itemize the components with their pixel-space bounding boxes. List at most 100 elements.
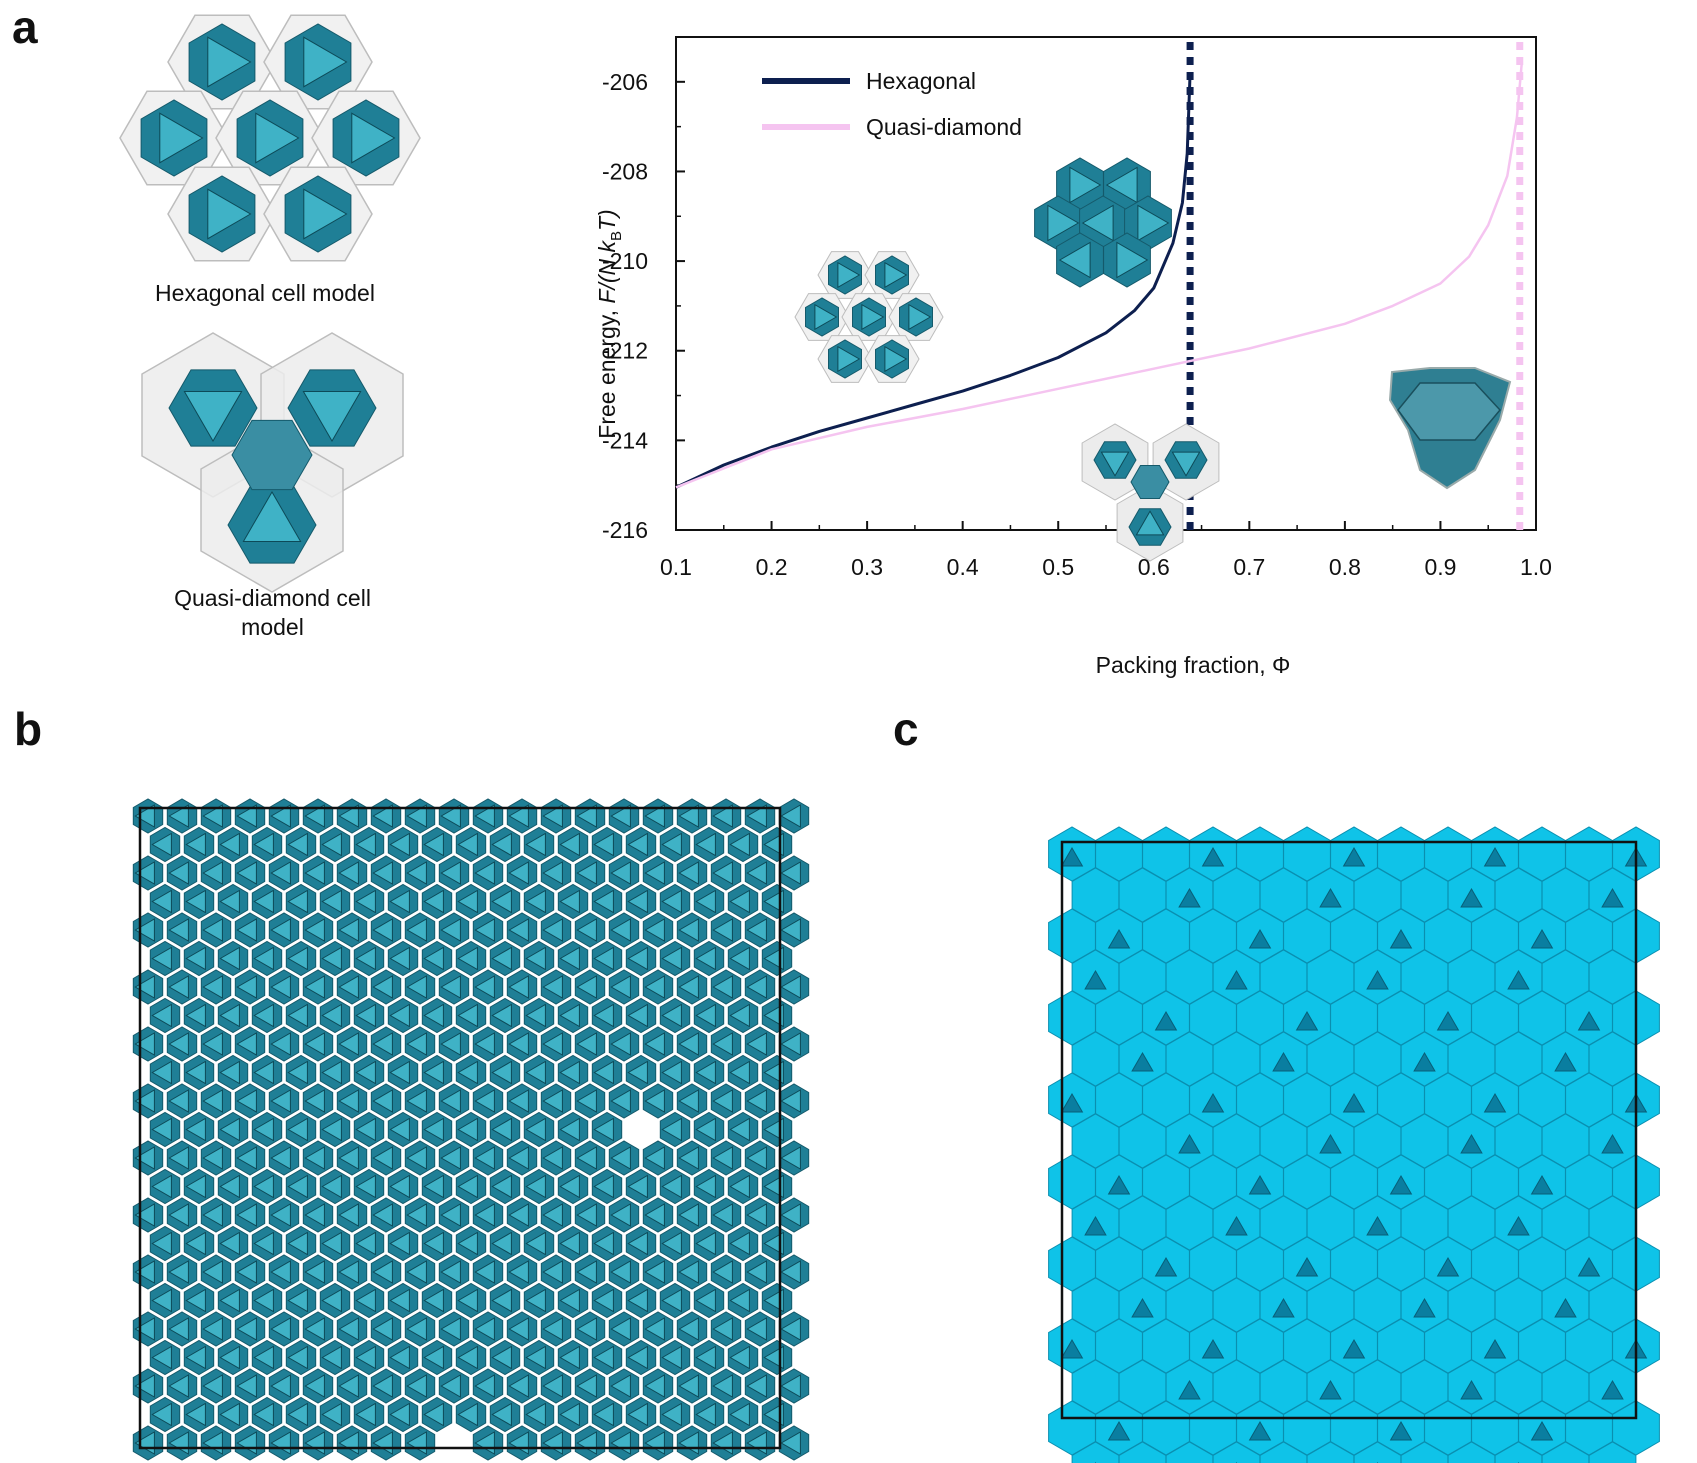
panel-c-particle-facet-3 bbox=[1201, 847, 1225, 867]
panel-b-particle-346-face bbox=[661, 1288, 682, 1313]
panel-b-particle-91-face bbox=[576, 918, 597, 942]
panel-b-particle-240-face bbox=[372, 1146, 393, 1170]
panel-c-particle-facet-159 bbox=[1483, 1339, 1507, 1359]
panel-b-particle-86-face bbox=[406, 918, 427, 942]
panel-b-particle-422-face bbox=[593, 1402, 614, 1427]
hex-model-particle-3-face bbox=[255, 112, 300, 164]
panel-b-particle-394-face bbox=[304, 1374, 325, 1398]
hex-model-particle-2-face bbox=[159, 112, 204, 164]
panel-b-particle-339-face bbox=[423, 1288, 444, 1313]
panel-b-particle-217-face bbox=[219, 1117, 240, 1142]
panel-b-particle-370-face bbox=[151, 1345, 172, 1370]
panel-b-particle-175-face bbox=[780, 1032, 801, 1056]
panel-b-particle-381-face bbox=[525, 1345, 546, 1370]
panel-b-particle-162-face bbox=[338, 1032, 359, 1056]
panel-b-particle-80-face bbox=[202, 918, 223, 942]
panel-b-particle-19-face bbox=[780, 804, 801, 828]
panel-b-particle-47-face bbox=[406, 861, 427, 885]
panel-b-particle-166-face bbox=[474, 1032, 495, 1056]
panel-b-particle-25-face bbox=[321, 832, 342, 857]
panel-b-particle-11-face bbox=[508, 804, 529, 828]
panel-b-particle-336-face bbox=[321, 1288, 342, 1313]
panel-b-particle-66-face bbox=[389, 889, 410, 914]
panel-b-particle-290-face bbox=[746, 1203, 767, 1227]
panel-b-particle-392-face bbox=[236, 1374, 257, 1398]
panel-b-particle-313-face bbox=[202, 1260, 223, 1284]
panel-b-particle-397-face bbox=[406, 1374, 427, 1398]
panel-b-particle-67-face bbox=[423, 889, 444, 914]
panel-b-particle-12-face bbox=[542, 804, 563, 828]
x-tick-label-2: 0.3 bbox=[851, 554, 883, 580]
panel-b-particle-121-face bbox=[270, 975, 291, 999]
panel-c-particle-facet-165 bbox=[1178, 1380, 1201, 1400]
panel-b-particle-342-face bbox=[525, 1288, 546, 1313]
panel-b-particle-178-face bbox=[219, 1060, 240, 1085]
panel-b-particle-149-face bbox=[559, 1003, 580, 1028]
panel-c-particle-facet-6 bbox=[1342, 847, 1366, 867]
panel-c-particle-facet-41 bbox=[1225, 970, 1248, 990]
panel-b-particle-374-face bbox=[287, 1345, 308, 1370]
panel-b-particle-364-face bbox=[610, 1317, 631, 1341]
panel-b-particle-137-face bbox=[151, 1003, 172, 1028]
chart-ticks bbox=[675, 36, 1537, 531]
panel-c-particle-facet-142 bbox=[1272, 1298, 1295, 1318]
panel-b-particle-267-face bbox=[627, 1174, 648, 1199]
panel-b-particle-134-face bbox=[712, 975, 733, 999]
panel-b-particle-271-face bbox=[763, 1174, 784, 1199]
panel-b-particle-294-face bbox=[219, 1231, 240, 1256]
panel-b-particle-264-face bbox=[525, 1174, 546, 1199]
panel-b-particle-115-face bbox=[729, 946, 750, 971]
panel-b-particle-361-face bbox=[508, 1317, 529, 1341]
panel-b-particle-410-face bbox=[185, 1402, 206, 1427]
panel-b-particle-194-face bbox=[763, 1060, 784, 1085]
panel-b-particle-427-face bbox=[763, 1402, 784, 1427]
panel-b-particle-151-face bbox=[627, 1003, 648, 1028]
panel-b-particle-70-face bbox=[525, 889, 546, 914]
panel-c-particle-facet-179 bbox=[1248, 1421, 1272, 1441]
panel-b-particle-233-face bbox=[134, 1146, 155, 1170]
panel-b-particle-324-face bbox=[576, 1260, 597, 1284]
panel-b-particle-160-face bbox=[270, 1032, 291, 1056]
panel-b-particle-22-face bbox=[219, 832, 240, 857]
panel-b-particle-60-face bbox=[185, 889, 206, 914]
panel-c-particle-facet-174 bbox=[1601, 1380, 1624, 1400]
panel-b-particle-221-face bbox=[355, 1117, 376, 1142]
panel-c-particle-facet-99 bbox=[1601, 1134, 1624, 1154]
x-tick-label-7: 0.8 bbox=[1329, 554, 1361, 580]
panel-b-particle-262-face bbox=[457, 1174, 478, 1199]
panel-b-particle-201-face bbox=[338, 1089, 359, 1113]
panel-b-particle-5-face bbox=[304, 804, 325, 828]
panel-b-particle-299-face bbox=[389, 1231, 410, 1256]
panel-b-particle-42-face bbox=[236, 861, 257, 885]
panel-b-particle-393-face bbox=[270, 1374, 291, 1398]
panel-b-particle-195-face bbox=[134, 1089, 155, 1113]
panel-b-particle-426-face bbox=[729, 1402, 750, 1427]
panel-b-particle-399-face bbox=[474, 1374, 495, 1398]
panel-c-particle-facet-185 bbox=[1530, 1421, 1554, 1441]
panel-b-particle-214-face bbox=[780, 1089, 801, 1113]
panel-b-particle-135-face bbox=[746, 975, 767, 999]
y-tick-label-0: -206 bbox=[602, 69, 648, 95]
panel-b-particle-396-face bbox=[372, 1374, 393, 1398]
panel-b-particle-318-face bbox=[372, 1260, 393, 1284]
x-axis-label: Packing fraction, Φ bbox=[1096, 652, 1291, 678]
inset-cluster-particle-3-face bbox=[1081, 204, 1114, 242]
panel-b-particle-293-face bbox=[185, 1231, 206, 1256]
panel-b-particle-101-face bbox=[253, 946, 274, 971]
panel-b-particle-129-face bbox=[542, 975, 563, 999]
panel-b-particle-62-face bbox=[253, 889, 274, 914]
panel-b-particle-307-face bbox=[661, 1231, 682, 1256]
panel-b-particle-81-face bbox=[236, 918, 257, 942]
panel-b-particle-277-face bbox=[304, 1203, 325, 1227]
panel-b-particle-117-face bbox=[134, 975, 155, 999]
panel-c-particle-facet-136 bbox=[1577, 1257, 1601, 1277]
panel-b-particle-141-face bbox=[287, 1003, 308, 1028]
panel-b-particle-279-face bbox=[372, 1203, 393, 1227]
panel-b-particle-16-face bbox=[678, 804, 699, 828]
panel-b-particle-347-face bbox=[695, 1288, 716, 1313]
panel-b-particle-199-face bbox=[270, 1089, 291, 1113]
hex-model-particle-6-face bbox=[303, 188, 348, 240]
panel-b-particle-50-face bbox=[508, 861, 529, 885]
